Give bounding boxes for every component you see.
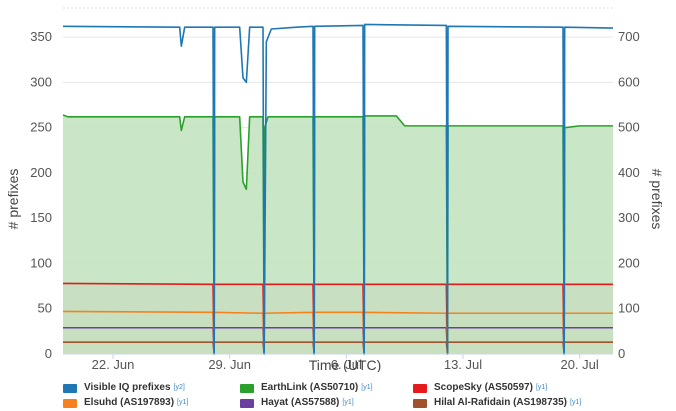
series-lines [62, 23, 614, 355]
y-right-tick-label: 100 [618, 301, 640, 316]
series-line [63, 341, 613, 355]
x-axis: 22. Jun 29. Jun 6. Jul 13. Jul 20. Jul [63, 353, 613, 372]
legend-label: EarthLink (AS50710) [261, 382, 359, 393]
legend-label: Hilal Al-Rafidain (AS198735) [434, 397, 568, 408]
legend-item[interactable]: Hilal Al-Rafidain (AS198735) [y1] [413, 396, 581, 410]
x-tick-label: 22. Jun [92, 357, 135, 372]
y-right-tick-label: 500 [618, 120, 640, 135]
legend-item[interactable]: Visible IQ prefixes [y2] [63, 381, 185, 395]
y-right-tick-label: 700 [618, 29, 640, 44]
legend-item[interactable]: Hayat (AS57588) [y1] [240, 396, 354, 410]
legend-axis-tag: [y1] [177, 399, 189, 406]
legend-axis-tag: [y2] [173, 384, 185, 391]
y-left-tick-label: 350 [30, 29, 52, 44]
x-tick-label: 6. Jul [331, 357, 362, 372]
series-area [63, 115, 613, 354]
legend-axis-tag: [y1] [361, 384, 373, 391]
legend-swatch [240, 398, 254, 408]
legend: Visible IQ prefixes [y2] EarthLink (AS5071… [63, 381, 673, 409]
y-axis-left: 0 50 100 150 200 250 300 350 [30, 29, 52, 361]
legend-swatch [413, 398, 427, 408]
y-left-tick-label: 0 [45, 346, 52, 361]
x-axis-title: Time (UTC) [309, 357, 382, 372]
x-tick-label: 20. Jul [561, 357, 599, 372]
legend-swatch [63, 383, 77, 393]
x-tick-label: 13. Jul [444, 357, 482, 372]
legend-axis-tag: [y1] [535, 384, 548, 391]
legend-label: Visible IQ prefixes [84, 382, 171, 393]
y-axis-right-title: # prefixes [649, 169, 665, 230]
y-right-tick-label: 300 [618, 210, 640, 225]
y-right-tick-label: 400 [618, 165, 640, 180]
legend-swatch [240, 383, 254, 393]
legend-item[interactable]: Elsuhd (AS197893) [y1] [63, 396, 188, 410]
y-axis-right: 0 100 200 300 400 500 600 700 [618, 29, 640, 361]
series-line [62, 282, 613, 355]
legend-label: Elsuhd (AS197893) [84, 397, 175, 408]
y-left-tick-label: 250 [30, 120, 52, 135]
y-right-tick-label: 600 [618, 74, 640, 89]
legend-axis-tag: [y1] [570, 399, 582, 406]
y-left-tick-label: 200 [30, 165, 52, 180]
legend-item[interactable]: EarthLink (AS50710) [y1] [240, 381, 373, 395]
x-tick-label: 29. Jun [208, 357, 251, 372]
y-axis-left-title: # prefixes [5, 169, 21, 230]
series-line [63, 326, 613, 355]
y-right-tick-label: 200 [618, 255, 640, 270]
series-line [62, 23, 614, 355]
legend-swatch [413, 383, 427, 393]
legend-swatch [63, 398, 77, 408]
y-left-tick-label: 100 [30, 255, 52, 270]
y-left-tick-label: 150 [30, 210, 52, 225]
y-right-tick-label: 0 [618, 346, 625, 361]
prefix-chart: 0 50 100 150 200 250 300 350 0 100 200 300 400 500 60… [5, 7, 665, 372]
series-line [62, 310, 613, 355]
y-left-tick-label: 50 [38, 301, 52, 316]
legend-label: Hayat (AS57588) [261, 397, 340, 408]
legend-item[interactable]: ScopeSky (AS50597) [y1] [413, 381, 547, 395]
legend-label: ScopeSky (AS50597) [434, 382, 533, 393]
y-left-tick-label: 300 [30, 74, 52, 89]
legend-axis-tag: [y1] [342, 399, 354, 406]
area-layers [63, 115, 613, 354]
